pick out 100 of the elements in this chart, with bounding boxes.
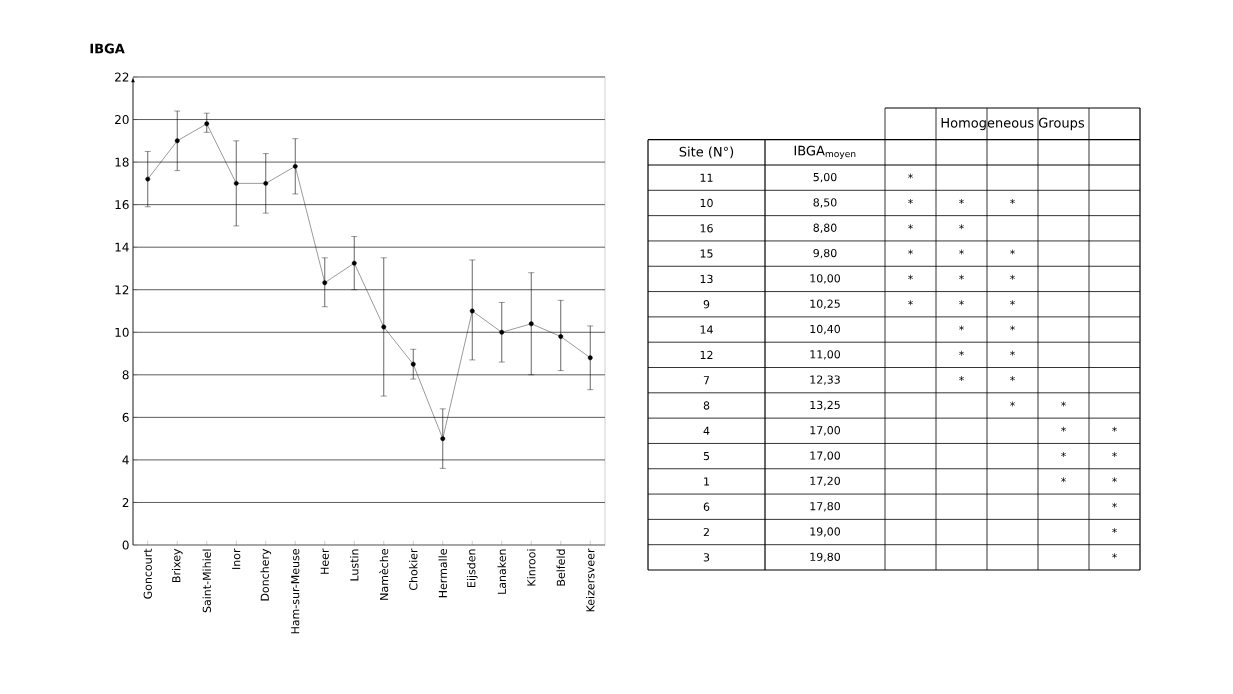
x-tick-label: Eijsden	[466, 549, 478, 587]
y-tick-label: 7	[703, 376, 710, 385]
point	[440, 436, 446, 442]
y-tick-label: 14	[115, 242, 129, 252]
chart-title: IBGA	[90, 43, 125, 54]
point	[469, 308, 475, 314]
point	[587, 355, 593, 361]
text: *	[959, 274, 964, 280]
text: *	[1010, 325, 1015, 331]
y-tick-label: 1	[704, 477, 709, 486]
y2-tick-label: 10,00	[810, 274, 841, 284]
text: *	[1010, 350, 1015, 356]
x-tick-label: Chokier	[409, 548, 418, 591]
y-tick-label: 4	[703, 426, 710, 435]
point	[263, 180, 269, 186]
point	[528, 321, 534, 327]
y2-tick-label: 10,25	[810, 299, 840, 309]
text: *	[1061, 477, 1066, 483]
y2-tick-label: 13,25	[810, 400, 840, 411]
text: *	[1010, 198, 1015, 204]
point	[322, 280, 328, 286]
text: *	[908, 198, 913, 204]
y-tick-label: 18	[115, 157, 129, 167]
x-tick-label: Hermalle	[438, 549, 448, 598]
text: *	[959, 300, 964, 306]
y2-tick-label: 17,00	[810, 426, 841, 436]
point	[174, 138, 180, 144]
y-tick-label: 16	[700, 224, 713, 233]
y-tick-label: 2	[703, 527, 709, 537]
text: *	[1112, 452, 1117, 458]
text: *	[1112, 527, 1117, 533]
y-tick-label: 3	[703, 553, 710, 562]
text: *	[1010, 249, 1015, 255]
y-tick-label: 8	[703, 401, 710, 410]
text: *	[1112, 502, 1117, 508]
y-tick-label: 0	[122, 540, 129, 550]
y2-tick-label: 9,80	[813, 248, 837, 259]
y-tick-label: 2	[122, 498, 129, 507]
text: *	[1061, 452, 1066, 458]
y-tick-label: 4	[122, 455, 129, 465]
text: *	[1010, 300, 1015, 306]
y2-tick-label: 10,40	[810, 324, 841, 335]
text: *	[908, 173, 913, 179]
x-tick-label: Inor	[232, 548, 241, 569]
y-tick-label: 12	[115, 285, 129, 295]
point	[145, 176, 151, 182]
y2-tick-label: 17,80	[810, 502, 841, 512]
text: *	[959, 198, 964, 204]
text: *	[908, 274, 913, 280]
point	[292, 163, 298, 169]
text: *	[1061, 401, 1066, 407]
y2-tick-label: 8,50	[813, 198, 837, 208]
y-tick-label: 15	[700, 249, 713, 258]
x-tick-label: Donchery	[260, 548, 272, 601]
y-tick-label: 5	[703, 452, 710, 461]
text: *	[959, 224, 964, 230]
text: *	[1010, 274, 1015, 280]
y-tick-label: 11	[700, 173, 713, 182]
y-tick-label: 12	[700, 350, 713, 359]
y2-tick-label: 17,20	[810, 476, 841, 487]
y2-tick-label: 17,00	[810, 451, 841, 461]
point	[558, 334, 564, 339]
y-tick-label: 13	[700, 274, 713, 284]
x-tick-label: Heer	[320, 548, 329, 574]
x-tick-label: Belfeld	[556, 549, 566, 586]
x-tick-label: Namèche	[379, 549, 389, 600]
y2-tick-label: 19,00	[810, 527, 841, 537]
y-tick-label: 10	[115, 327, 129, 337]
point	[410, 361, 416, 367]
y-tick-label: 20	[115, 115, 129, 125]
point	[233, 180, 239, 186]
point	[381, 324, 387, 330]
text: *	[1010, 401, 1015, 407]
y2-tick-label: 5,00	[813, 172, 837, 183]
y-tick-label: 6	[122, 412, 129, 422]
text: *	[1010, 376, 1015, 382]
text: *	[959, 325, 964, 331]
y2-tick-label: 11,00	[810, 350, 841, 360]
x-tick-label: Lustin	[350, 549, 359, 581]
text: *	[908, 300, 913, 306]
y2-tick-label: 8,80	[813, 223, 837, 233]
x-tick-label: Brixey	[171, 548, 183, 583]
y-tick-label: 22	[115, 72, 129, 82]
y-tick-label: 9	[703, 300, 710, 309]
x-tick-label: Kinrooi	[527, 549, 536, 586]
y2-tick-label: 19,80	[810, 552, 841, 563]
y-tick-label: 8	[122, 370, 129, 380]
point	[204, 121, 210, 127]
y-tick-label: 16	[115, 200, 129, 210]
text: *	[1112, 426, 1117, 432]
y-tick-label: 6	[703, 502, 710, 511]
x-tick-label: Lanaken	[497, 549, 507, 594]
x-tick-label: Goncourt	[143, 548, 152, 599]
text: *	[1112, 477, 1117, 483]
y-axis-title: Site (N°)	[679, 146, 734, 159]
text: *	[1112, 553, 1117, 559]
y-tick-label: 10	[700, 198, 713, 208]
text: *	[959, 249, 964, 255]
text: *	[959, 350, 964, 356]
annotation: IBGA$_{moyen}$	[794, 145, 856, 160]
